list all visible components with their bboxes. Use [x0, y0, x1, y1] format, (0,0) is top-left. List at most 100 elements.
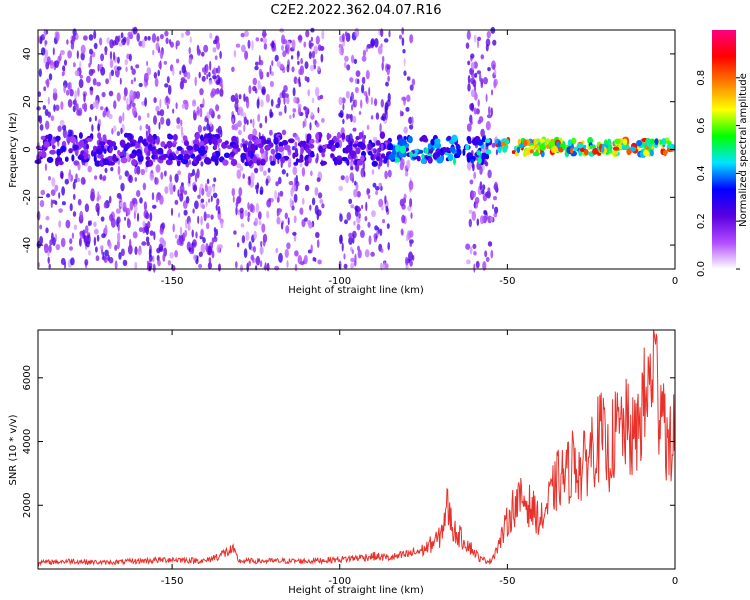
spectrogram-cell	[250, 254, 254, 261]
spectrogram-cell	[43, 244, 49, 248]
spectrogram-cell	[180, 32, 184, 38]
spectrogram-cell	[281, 139, 289, 146]
spectrogram-cell	[355, 147, 361, 155]
spectrogram-cell	[206, 74, 209, 80]
spectrogram-cell	[262, 238, 266, 247]
spectrogram-cell	[219, 50, 222, 59]
spectrogram-cell	[120, 248, 125, 257]
spectrogram-cell	[297, 60, 300, 65]
spectrogram-cell	[629, 146, 637, 152]
spectrogram-cell	[78, 139, 85, 148]
spectrogram-cell	[214, 158, 219, 166]
spectrogram-cell	[353, 220, 356, 226]
spectrogram-cell	[159, 195, 164, 205]
spectrogram-cell	[281, 129, 287, 136]
spectrogram-cell	[539, 138, 546, 143]
spectrogram-cell	[233, 49, 237, 58]
spectrogram-cell	[318, 145, 323, 153]
spectrogram-cell	[317, 65, 321, 72]
spectrogram-cell	[315, 231, 320, 239]
spectrogram-cell	[383, 157, 388, 164]
spectrogram-cell	[643, 149, 650, 157]
spectrogram-cell	[592, 147, 598, 155]
spectrogram-cell	[143, 72, 149, 83]
spectrogram-cell	[89, 48, 93, 55]
spectrogram-cell	[203, 44, 209, 53]
spectrogram-cell	[117, 165, 121, 176]
spectrogram-cell	[169, 174, 172, 183]
spectrogram-cell	[62, 124, 67, 131]
spectrogram-cell	[312, 58, 317, 66]
spectrogram-cell	[67, 82, 71, 90]
spectrogram-cell	[60, 101, 64, 110]
spectrogram-cell	[249, 203, 254, 213]
spectrogram-cell	[207, 185, 212, 194]
spectrogram-cell	[374, 98, 378, 107]
spectrogram-cell	[478, 116, 484, 123]
spectrogram-cell	[427, 157, 433, 164]
spectrogram-cell	[254, 168, 259, 174]
spectrogram-cell	[206, 222, 210, 230]
spectrogram-cell	[164, 170, 167, 177]
spectrogram-cell	[401, 96, 407, 102]
spectrogram-cell	[484, 191, 490, 197]
spectrogram-cell	[142, 220, 146, 228]
spectrogram-cell	[116, 92, 121, 102]
spectrogram-cell	[302, 197, 305, 205]
spectrogram-cell	[467, 75, 471, 84]
spectrogram-cell	[126, 104, 131, 111]
spectrogram-cell	[197, 124, 202, 133]
spectrogram-cell	[57, 125, 62, 132]
spectrogram-cell	[284, 212, 288, 220]
spectrogram-cell	[291, 66, 295, 73]
spectrogram-cell	[38, 115, 43, 124]
spectrogram-cell	[52, 237, 56, 247]
spectrogram-y-label: Frequency (Hz)	[8, 112, 19, 188]
spectrogram-cell	[455, 145, 461, 150]
spectrogram-cell	[416, 155, 421, 162]
spectrogram-cell	[257, 113, 261, 122]
spectrogram-cell	[137, 115, 142, 121]
spectrogram-cell	[41, 148, 45, 157]
spectrogram-cell	[497, 145, 502, 154]
spectrogram-cell	[40, 135, 46, 140]
spectrogram-cell	[52, 144, 56, 150]
spectrogram-cell	[409, 84, 414, 91]
spectrogram-cell	[424, 147, 429, 154]
spectrogram-cell	[475, 260, 480, 269]
spectrogram-cell	[344, 61, 347, 69]
spectrogram-cell	[175, 102, 178, 110]
spectrogram-cell	[130, 65, 133, 70]
spectrogram-cell	[153, 72, 158, 79]
spectrogram-cell	[69, 203, 73, 212]
spectrogram-cell	[80, 52, 85, 61]
spectrogram-cell	[182, 99, 188, 105]
spectrogram-cell	[74, 90, 78, 100]
spectrogram-cell	[89, 103, 94, 110]
spectrogram-cell	[382, 219, 386, 224]
spectrogram-cell	[491, 142, 496, 148]
spectrogram-cell	[200, 229, 204, 238]
spectrogram-cell	[187, 172, 191, 181]
spectrogram-cell	[212, 185, 215, 193]
spectrogram-cell	[153, 97, 157, 103]
spectrogram-cell	[243, 116, 248, 125]
spectrogram-cell	[231, 66, 235, 73]
spectrogram-cell	[149, 212, 153, 222]
spectrogram-cell	[195, 133, 199, 142]
spectrogram-cell	[516, 146, 521, 154]
spectrogram-cell	[551, 145, 559, 154]
spectrogram-cell	[206, 213, 211, 219]
spectrogram-cell	[485, 121, 491, 131]
spectrogram-cell	[103, 255, 108, 263]
spectrogram-cell	[271, 60, 274, 67]
spectrogram-cell	[311, 197, 316, 206]
spectrogram-cell	[72, 211, 77, 217]
spectrogram-cell	[93, 228, 99, 235]
spectrogram-cell	[51, 177, 56, 187]
spectrogram-cell	[194, 76, 197, 87]
spectrogram-cell	[79, 237, 82, 247]
spectrogram-cell	[210, 214, 214, 220]
spectrogram-cell	[409, 260, 413, 267]
spectrogram-cell	[114, 35, 119, 46]
